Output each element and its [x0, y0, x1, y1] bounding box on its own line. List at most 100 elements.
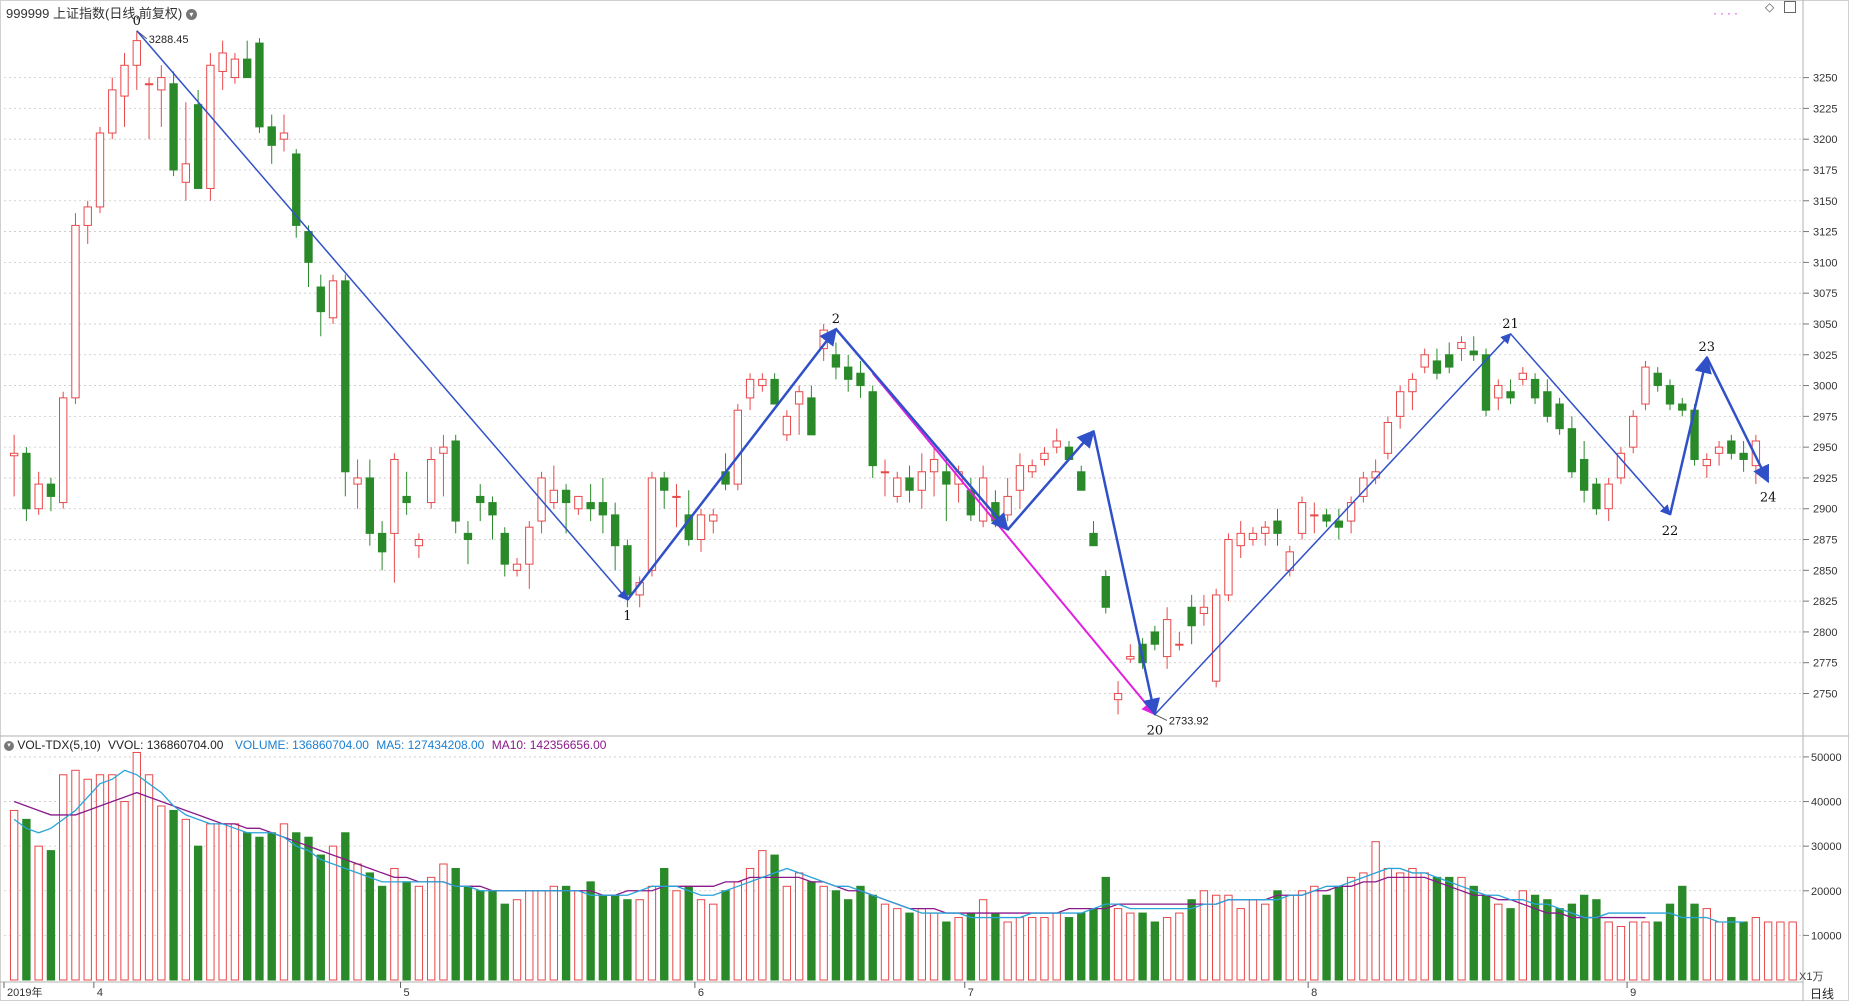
chart-title: 999999 上证指数(日线,前复权)	[6, 6, 183, 21]
candle-body	[1641, 366, 1650, 405]
candle-body	[758, 378, 767, 387]
wave-point-label: 2	[832, 312, 840, 327]
volume-bar	[181, 818, 191, 981]
volume-bar	[991, 912, 1000, 981]
high-value-label: 3288.45	[149, 34, 189, 46]
volume-bar	[1371, 841, 1380, 981]
candle	[34, 471, 43, 515]
candle	[488, 496, 497, 540]
candle	[1334, 508, 1344, 540]
volume-bar	[1555, 908, 1564, 981]
candle	[500, 527, 509, 577]
candle-body	[9, 452, 19, 457]
candle-body	[488, 502, 497, 516]
candle	[1494, 379, 1503, 411]
volume-bar	[316, 854, 325, 981]
candle	[83, 200, 92, 244]
candle-body	[1420, 354, 1429, 368]
volume-bar	[243, 832, 252, 981]
volume-bar	[549, 885, 559, 981]
candle-body	[1445, 354, 1454, 368]
price-tick-label: 3100	[1813, 257, 1837, 269]
date-axis: 2019年45678910	[3, 982, 1636, 999]
candle	[1445, 342, 1454, 374]
candle	[1310, 502, 1319, 534]
candle	[868, 385, 877, 478]
candle	[9, 434, 19, 497]
price-tick-label: 3175	[1813, 165, 1837, 177]
volume-bar	[893, 908, 902, 981]
candle	[390, 453, 399, 583]
period-label[interactable]: 日线	[1810, 987, 1835, 1001]
candle-body	[1028, 465, 1037, 473]
wave-point-label: 23	[1699, 340, 1716, 355]
candle	[512, 558, 522, 577]
candle	[905, 465, 914, 503]
candle	[660, 471, 669, 509]
volume-bar	[353, 863, 362, 981]
candle-body	[193, 104, 203, 189]
volume-axis: 10000 20000 30000 40000 50000	[1803, 752, 1842, 942]
volume-bar	[1003, 921, 1012, 981]
candle-body	[1297, 502, 1307, 534]
candle-body	[1162, 619, 1172, 658]
candle-body	[1457, 341, 1466, 350]
candle-body	[623, 545, 632, 596]
candle	[1113, 681, 1123, 715]
volume-bar	[1285, 894, 1294, 981]
volume-bar	[1028, 917, 1037, 981]
volume-bar	[1211, 894, 1221, 981]
volume-bar	[1248, 899, 1258, 981]
diamond-icon[interactable]: ◇	[1765, 0, 1775, 14]
candle	[1199, 594, 1209, 626]
volume-bar	[1690, 903, 1699, 981]
price-tick-label: 3200	[1813, 134, 1837, 146]
volume-bar	[95, 774, 105, 981]
candle-body	[807, 397, 816, 436]
candle-body	[929, 458, 939, 473]
candle	[880, 459, 890, 497]
candle-body	[1236, 532, 1245, 547]
price-tick-label: 3075	[1813, 288, 1837, 300]
candle-body	[1469, 350, 1478, 356]
candle	[709, 508, 718, 534]
volume-bar	[1273, 890, 1282, 981]
mini-chevron-icon[interactable]: ▾	[4, 740, 14, 751]
candle	[341, 274, 350, 497]
volume-bar	[193, 845, 203, 981]
volume-bar	[733, 881, 742, 981]
volume-bar	[978, 899, 988, 981]
candle	[1346, 496, 1356, 534]
candle	[1150, 625, 1160, 651]
candle	[1714, 440, 1724, 466]
volume-bar	[377, 885, 387, 981]
price-tick-label: 2925	[1813, 473, 1837, 485]
volume-bar	[512, 899, 522, 981]
chevron-down-icon[interactable]: ▾	[185, 9, 197, 21]
volume-bar	[954, 917, 963, 981]
volume-bar	[1678, 885, 1687, 981]
volume-bar	[696, 899, 706, 981]
volume-bar	[745, 867, 755, 981]
candle	[929, 447, 939, 497]
volume-bar	[1052, 912, 1061, 981]
candle-body	[1089, 532, 1098, 547]
candle-body	[476, 495, 485, 504]
volume-bar	[1261, 903, 1270, 981]
volume-bar	[1310, 885, 1319, 981]
volume-bar	[1113, 908, 1123, 981]
candle-body	[1555, 403, 1564, 430]
price-tick-label: 2975	[1813, 411, 1837, 423]
volume-value: VOLUME: 136860704.00	[234, 738, 369, 752]
candle	[157, 65, 166, 127]
candle	[696, 508, 706, 552]
volume-bar	[1432, 876, 1442, 981]
volume-bar	[1727, 917, 1736, 981]
window-icon[interactable]	[1784, 1, 1796, 13]
volume-bar	[929, 912, 939, 981]
candle	[942, 459, 951, 522]
candle	[463, 521, 473, 565]
volume-bar	[292, 832, 301, 981]
wave-point-label: 21	[1502, 317, 1519, 332]
